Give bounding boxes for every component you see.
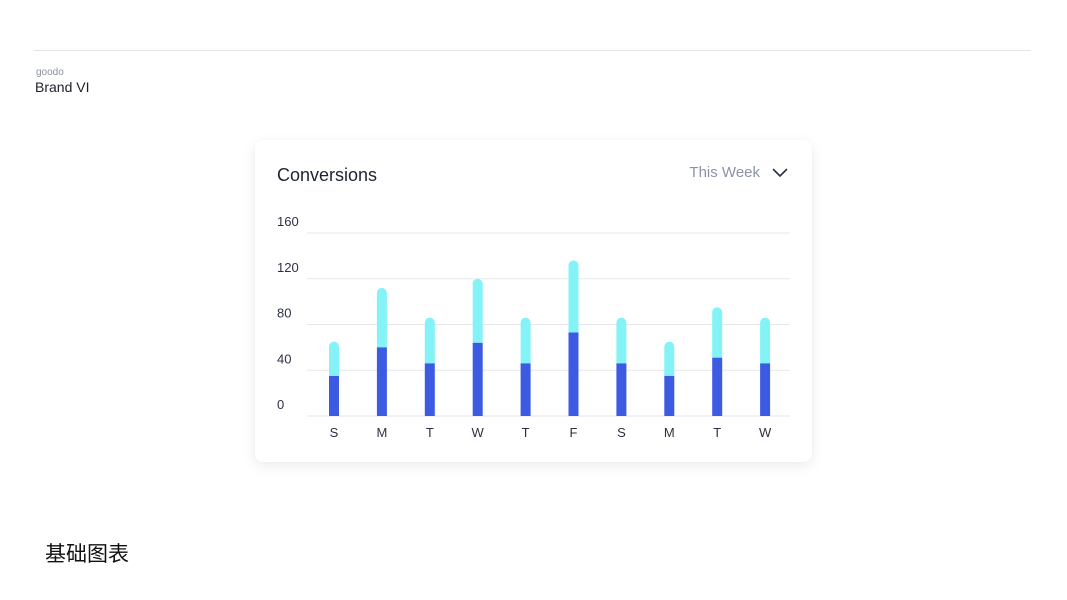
bar-bottom-segment	[760, 363, 771, 416]
y-tick-label: 120	[277, 260, 299, 275]
bar-top-segment	[472, 278, 483, 343]
conversions-chart: 0 40 80 120 160 S M T W T F S M T W	[277, 214, 790, 440]
period-label: This Week	[689, 164, 760, 181]
bar-top-segment	[712, 307, 723, 358]
x-tick-label: F	[570, 425, 578, 440]
y-tick-label: 40	[277, 351, 291, 366]
bar-bottom-segment	[376, 347, 387, 416]
bar-bottom-segment	[329, 375, 339, 416]
card-title: Conversions	[277, 165, 378, 185]
x-tick-label: M	[664, 425, 675, 440]
bar-bottom-segment	[568, 332, 579, 416]
footer-title: 基础图表	[45, 542, 129, 566]
x-tick-label: W	[759, 425, 772, 440]
brand-title: Brand VI	[35, 79, 90, 95]
bar-top-segment	[568, 260, 579, 333]
y-tick-label: 0	[277, 397, 284, 412]
x-tick-label: S	[330, 425, 339, 440]
x-tick-label: T	[522, 425, 530, 440]
top-divider	[34, 50, 1031, 51]
bar-bottom-segment	[520, 363, 531, 416]
bar-top-segment	[760, 317, 771, 364]
x-tick-label: M	[376, 425, 387, 440]
bar-top-segment	[424, 317, 435, 364]
bar-top-segment	[616, 317, 627, 364]
x-tick-label: T	[426, 425, 434, 440]
period-dropdown[interactable]: This Week	[689, 164, 788, 181]
bar-bottom-segment	[664, 375, 675, 416]
y-tick-label: 80	[277, 306, 291, 321]
bar-top-segment	[664, 341, 675, 376]
bar-bottom-segment	[616, 363, 627, 416]
y-tick-label: 160	[277, 214, 299, 229]
x-tick-label: W	[472, 425, 485, 440]
x-tick-label: T	[713, 425, 721, 440]
x-tick-label: S	[617, 425, 626, 440]
bar-top-segment	[520, 317, 531, 364]
bar-bottom-segment	[712, 357, 723, 416]
bar-top-segment	[376, 287, 387, 348]
brand-small-label: goodo	[36, 67, 64, 78]
conversions-card: Conversions This Week 0 40 80 120 160 S M T W T F S…	[255, 140, 812, 462]
bar-top-segment	[329, 341, 339, 376]
bar-bottom-segment	[472, 342, 483, 416]
chevron-down-icon	[772, 168, 788, 177]
bar-bottom-segment	[424, 363, 435, 416]
